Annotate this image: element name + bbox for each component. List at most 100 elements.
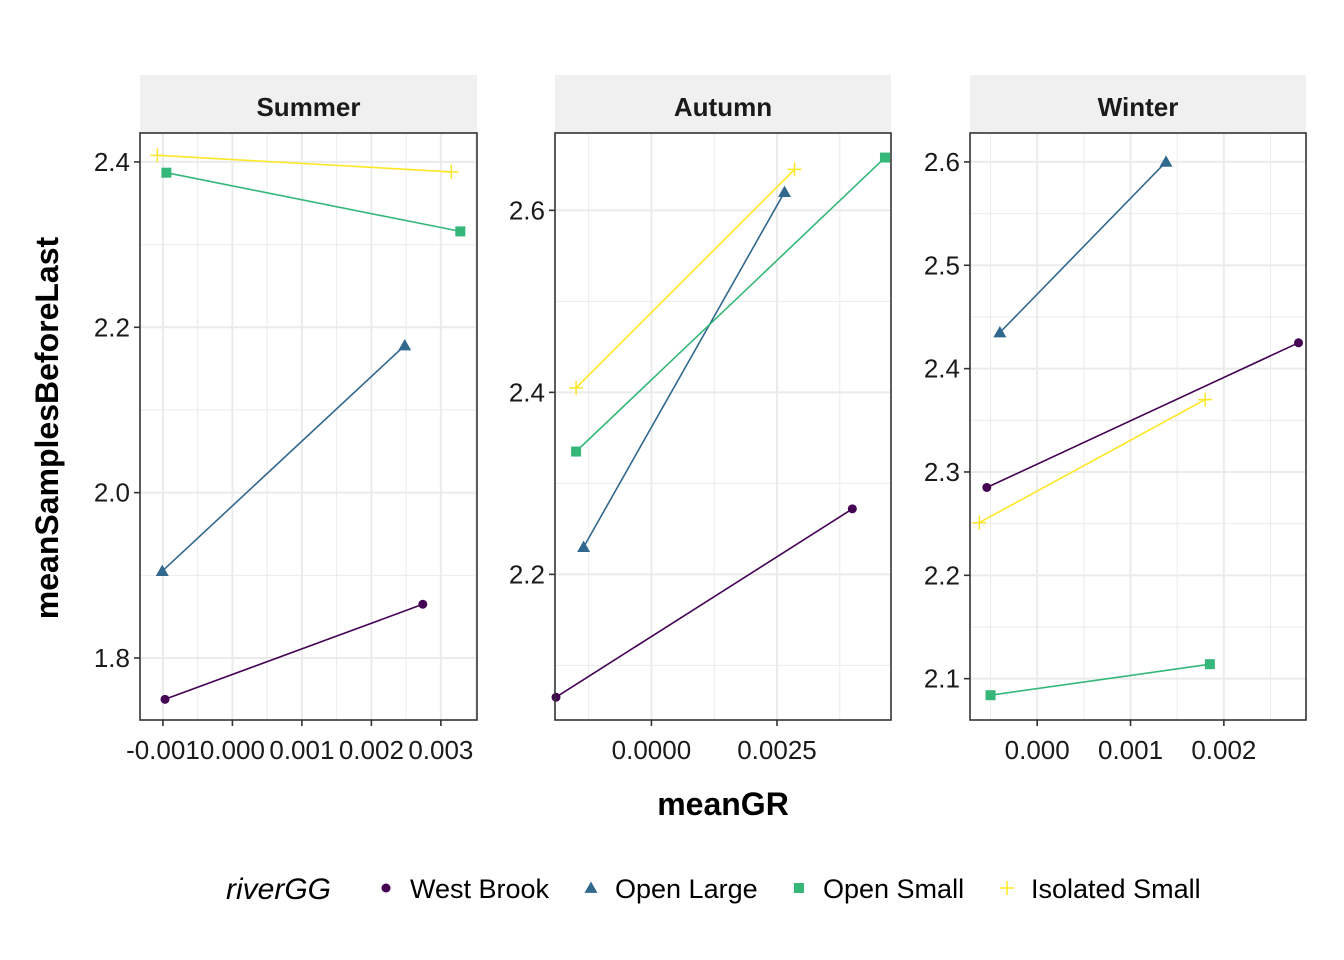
y-tick-label: 2.4	[924, 354, 960, 384]
y-tick-label: 2.6	[924, 147, 960, 177]
data-point-isolated-small	[569, 380, 584, 395]
legend-key-west-brook	[381, 883, 391, 893]
y-tick-label: 2.4	[94, 147, 130, 177]
data-point-open-large	[778, 185, 792, 198]
data-point-isolated-small	[150, 148, 165, 163]
series-line-isolated-small	[575, 168, 796, 389]
strip-background	[140, 75, 477, 133]
panel-grid	[140, 133, 477, 720]
legend-label: West Brook	[410, 874, 550, 904]
strip-label: Winter	[1098, 92, 1179, 122]
y-tick-label: 2.6	[509, 195, 545, 225]
series-west-brook	[551, 504, 857, 702]
x-tick-label: 0.001	[1098, 735, 1163, 765]
x-tick-label: 0.0000	[612, 735, 692, 765]
data-point-open-small	[161, 167, 172, 178]
data-point-open-small	[455, 226, 466, 237]
series-open-small	[161, 167, 466, 237]
x-tick-label: 0.003	[408, 735, 473, 765]
legend-key-open-large	[584, 881, 598, 893]
y-tick-label: 2.3	[924, 457, 960, 487]
legend-key-open-small	[794, 883, 804, 893]
data-point-west-brook	[982, 482, 992, 492]
x-tick-label: 0.0025	[737, 735, 817, 765]
panel-series	[551, 152, 890, 702]
x-tick-label: 0.000	[200, 735, 265, 765]
y-tick-label: 2.2	[509, 559, 545, 589]
series-line-open-small	[990, 663, 1211, 696]
series-line-open-large	[582, 191, 786, 548]
y-tick-label: 2.2	[94, 312, 130, 342]
data-point-west-brook	[551, 692, 561, 702]
panel-border	[969, 132, 1307, 721]
series-open-small	[571, 152, 890, 457]
series-line-open-small	[575, 157, 886, 453]
series-open-large	[155, 338, 412, 577]
series-west-brook	[982, 338, 1304, 492]
y-tick-label: 2.2	[924, 560, 960, 590]
data-point-isolated-small	[972, 515, 987, 530]
y-tick-label: 2.0	[94, 478, 130, 508]
series-line-isolated-small	[157, 154, 452, 173]
legend: riverGG West Brook Open Large Open Small Is…	[226, 873, 1201, 906]
x-axis-title: meanGR	[657, 786, 789, 822]
x-tick-label: 0.002	[1191, 735, 1256, 765]
series-open-large	[577, 185, 792, 552]
x-tick-label: -0.001	[126, 735, 200, 765]
series-open-small	[985, 659, 1215, 701]
data-point-open-large	[398, 338, 412, 351]
panel-border	[139, 132, 478, 721]
strip-background	[970, 75, 1306, 133]
data-point-open-large	[1159, 155, 1173, 167]
legend-key-isolated-small	[1000, 881, 1014, 895]
strip-label: Autumn	[674, 92, 772, 122]
series-isolated-small	[150, 148, 459, 179]
panel-autumn: Autumn 2.2 2.4 2.6 0.0000 0.0025	[509, 75, 892, 765]
panel-winter: Winter 2.1 2.2 2.3 2.4 2.5 2.6 0.000 0.001 0.002	[924, 75, 1307, 765]
y-tick-label: 1.8	[94, 643, 130, 673]
y-tick-label: 2.1	[924, 664, 960, 694]
legend-label: Isolated Small	[1031, 874, 1201, 904]
y-axis-title: meanSamplesBeforeLast	[29, 236, 65, 619]
data-point-isolated-small	[1198, 392, 1213, 407]
data-point-west-brook	[1294, 338, 1304, 348]
data-point-isolated-small	[787, 162, 802, 177]
y-tick-label: 2.4	[509, 377, 545, 407]
x-tick-label: 0.002	[339, 735, 404, 765]
panel-series	[150, 148, 466, 704]
data-point-open-large	[155, 564, 169, 577]
y-tick-label: 2.5	[924, 250, 960, 280]
panel-border	[554, 132, 892, 721]
data-point-west-brook	[847, 504, 857, 514]
strip-label: Summer	[256, 92, 360, 122]
data-point-open-large	[577, 540, 591, 552]
strip-background	[555, 75, 891, 133]
data-point-open-small	[985, 690, 996, 701]
panel-summer: Summer 1.8 2.0 2.2 2.4 -0.001 0.000 0.001 0.002 0…	[94, 75, 478, 765]
panel-grid	[555, 133, 891, 720]
series-isolated-small	[569, 162, 802, 395]
panel-grid	[970, 133, 1306, 720]
data-point-open-large	[993, 325, 1007, 338]
series-line-open-large	[999, 161, 1167, 334]
data-point-west-brook	[160, 694, 170, 704]
series-line-west-brook	[555, 508, 853, 698]
x-tick-label: 0.001	[269, 735, 334, 765]
series-isolated-small	[972, 392, 1213, 530]
series-open-large	[993, 155, 1173, 338]
data-point-open-small	[571, 446, 582, 457]
x-tick-label: 0.000	[1005, 735, 1070, 765]
data-point-isolated-small	[444, 164, 459, 179]
legend-item-isolated-small: Isolated Small	[1000, 874, 1201, 904]
legend-title: riverGG	[226, 873, 331, 906]
series-line-open-small	[166, 171, 461, 233]
data-point-open-small	[1204, 659, 1215, 670]
data-point-open-small	[879, 152, 890, 163]
series-line-west-brook	[986, 342, 1299, 489]
data-point-west-brook	[418, 599, 428, 609]
series-line-open-large	[161, 344, 406, 572]
legend-label: Open Small	[823, 874, 964, 904]
legend-item-west-brook: West Brook	[381, 874, 550, 904]
legend-label: Open Large	[615, 874, 758, 904]
